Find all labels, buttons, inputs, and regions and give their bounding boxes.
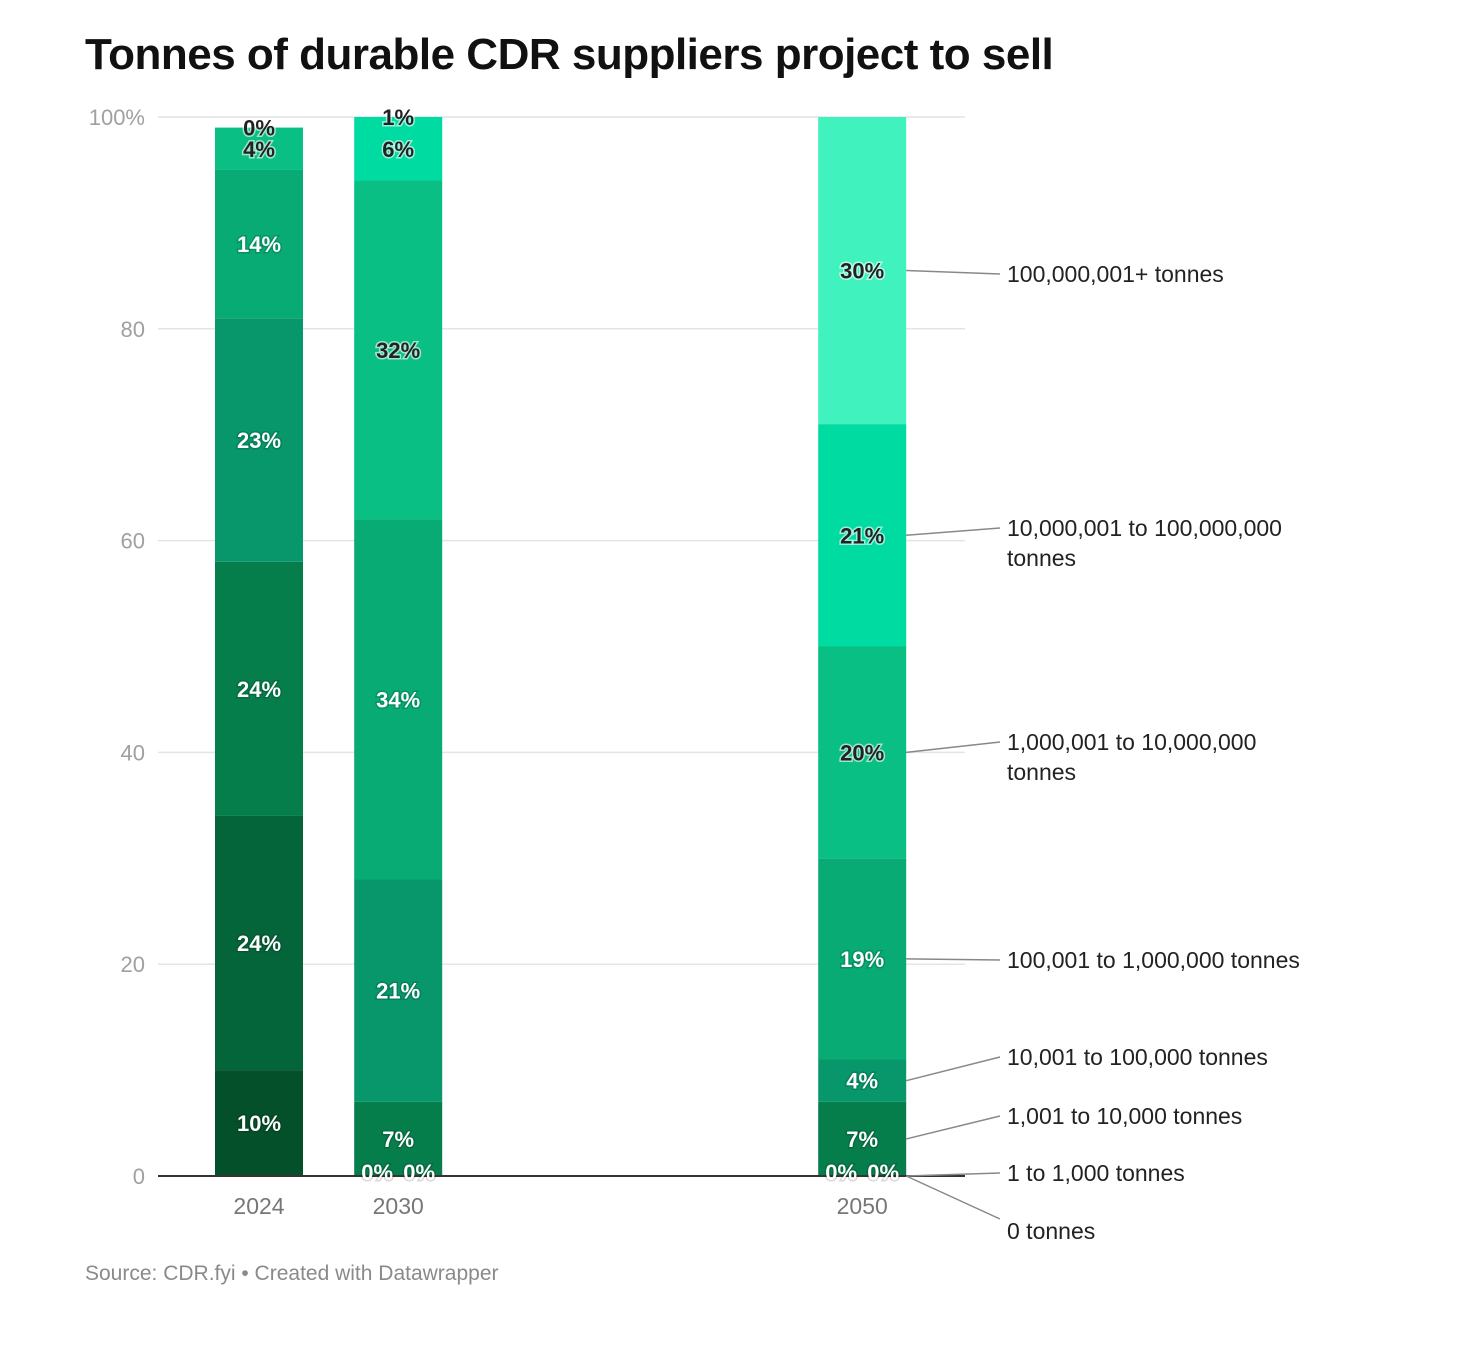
legend-label: 1,001 to 10,000 tonnes <box>1007 1103 1242 1129</box>
data-label: 0% <box>361 1160 393 1185</box>
bar-segment <box>354 117 443 181</box>
data-label: 7% <box>382 1127 414 1152</box>
data-label: 1% <box>382 105 414 130</box>
bar-segment <box>354 180 443 520</box>
data-label: 0% <box>825 1160 857 1185</box>
data-label: 4% <box>243 137 275 162</box>
data-label: 4% <box>846 1069 878 1094</box>
legend-label: 1,000,001 to 10,000,000 <box>1007 729 1256 755</box>
data-label: 0% <box>403 1160 435 1185</box>
leader-line <box>906 1172 1001 1177</box>
y-tick-label: 60 <box>121 529 145 554</box>
data-label: 14% <box>237 232 281 257</box>
bar-segment <box>215 1070 303 1176</box>
data-label: 21% <box>840 523 884 548</box>
bar-segment <box>354 879 443 1102</box>
data-label: 6% <box>382 137 414 162</box>
data-label: 19% <box>840 947 884 972</box>
data-label: 0% <box>243 116 275 141</box>
legend-label: tonnes <box>1007 759 1076 785</box>
y-tick-label: 100% <box>89 105 145 130</box>
leader-line <box>906 527 1001 537</box>
data-label: 24% <box>237 677 281 702</box>
data-label: 34% <box>376 687 420 712</box>
bar-segment <box>818 117 907 425</box>
bar-segment <box>215 815 303 1071</box>
leader-line <box>906 1056 1001 1082</box>
bar-segment <box>818 646 907 859</box>
data-label: 0% <box>867 1160 899 1185</box>
bar-segment <box>354 1101 443 1176</box>
x-tick-label: 2030 <box>373 1193 424 1219</box>
legend-label: 1 to 1,000 tonnes <box>1007 1160 1185 1186</box>
leader-line <box>906 958 1001 961</box>
bar-segment <box>818 424 907 647</box>
legend-label: 100,000,001+ tonnes <box>1007 261 1224 287</box>
x-tick-label: 2024 <box>233 1193 284 1219</box>
leader-line <box>906 741 1001 754</box>
data-label: 7% <box>846 1127 878 1152</box>
y-tick-label: 0 <box>133 1164 145 1189</box>
bar-segment <box>215 169 303 319</box>
data-label: 32% <box>376 338 420 363</box>
leader-line <box>905 1175 1001 1220</box>
chart-title: Tonnes of durable CDR suppliers project … <box>85 30 1054 79</box>
data-label: 23% <box>237 428 281 453</box>
data-label: 21% <box>376 979 420 1004</box>
bar-segment <box>215 318 303 562</box>
source-note: Source: CDR.fyi • Created with Datawrapp… <box>85 1262 499 1285</box>
data-label: 20% <box>840 740 884 765</box>
legend-label: 10,000,001 to 100,000,000 <box>1007 515 1282 541</box>
data-label: 10% <box>237 1111 281 1136</box>
bar-segment <box>818 1101 907 1176</box>
bar-segment <box>215 561 303 816</box>
y-tick-label: 20 <box>121 952 145 977</box>
bar-segment <box>818 858 907 1060</box>
y-tick-label: 80 <box>121 317 145 342</box>
legend-label: tonnes <box>1007 545 1076 571</box>
data-label: 24% <box>237 931 281 956</box>
bar-segment <box>818 1059 907 1102</box>
y-tick-label: 40 <box>121 740 145 765</box>
bar-segment <box>215 127 303 170</box>
leader-line <box>906 269 1001 275</box>
data-label: 30% <box>840 259 884 284</box>
legend-label: 0 tonnes <box>1007 1218 1095 1244</box>
bar-segment <box>354 519 443 880</box>
legend-label: 10,001 to 100,000 tonnes <box>1007 1044 1268 1070</box>
legend-label: 100,001 to 1,000,000 tonnes <box>1007 947 1300 973</box>
leader-line <box>906 1115 1001 1140</box>
x-tick-label: 2050 <box>837 1193 888 1219</box>
